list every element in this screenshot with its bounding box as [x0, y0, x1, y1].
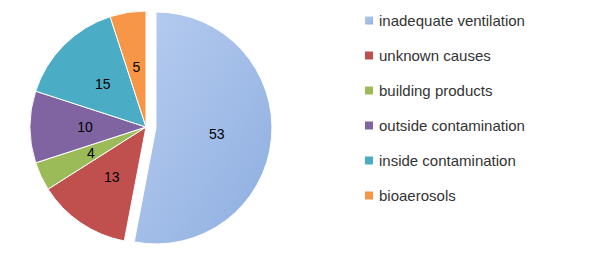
svg-text:bioaerosols: bioaerosols: [379, 187, 456, 204]
svg-text:15: 15: [95, 76, 111, 92]
svg-text:building products: building products: [379, 82, 492, 99]
svg-text:10: 10: [77, 119, 93, 135]
svg-text:inadequate ventilation: inadequate ventilation: [379, 12, 525, 29]
svg-text:4: 4: [87, 145, 95, 161]
svg-text:53: 53: [209, 126, 225, 142]
svg-text:outside contamination: outside contamination: [379, 117, 525, 134]
svg-text:13: 13: [104, 169, 120, 185]
svg-text:inside contamination: inside contamination: [379, 152, 516, 169]
svg-text:unknown causes: unknown causes: [379, 47, 491, 64]
svg-text:5: 5: [133, 59, 141, 75]
